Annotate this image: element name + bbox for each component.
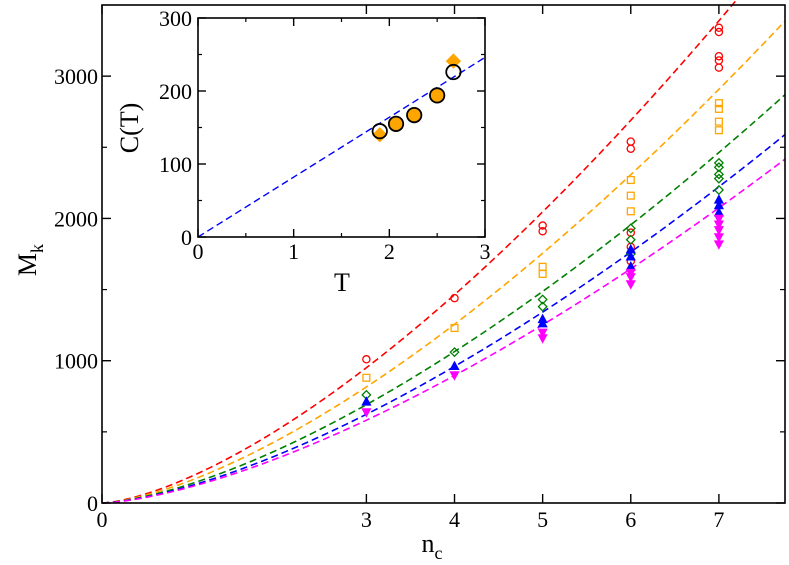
inset-fit-line [197,56,486,238]
x-axis-title-base: n [422,529,435,558]
fit-curve-red [101,0,738,504]
fit-curve-green [101,94,786,504]
data-point-green [625,223,636,234]
main-x-axis-title: nc [422,529,443,563]
y-tick-label: 1000 [54,349,98,374]
main-fit-curves [101,0,786,504]
main-data-points [361,23,725,418]
data-point-orange [362,373,371,382]
data-point-orange [714,99,723,108]
inset-y-tick-label: 0 [181,225,192,250]
data-point-orange [538,262,547,271]
data-point-magenta [537,328,548,339]
inset-open-point [387,115,405,132]
data-point-blue [625,251,636,261]
data-point-orange [714,117,723,126]
inset-filled-point [429,88,445,103]
data-point-red [538,221,547,230]
fit-curve-orange [101,20,786,504]
x-tick-label: 3 [361,507,372,532]
x-tick-label: 5 [537,507,548,532]
data-point-red [714,56,724,65]
x-tick-label: 4 [449,507,460,532]
data-point-green [713,173,725,184]
y-tick-label: 3000 [54,64,98,89]
y-tick-label: 2000 [54,206,98,231]
data-point-blue [713,199,724,210]
data-point-orange [714,126,723,135]
data-point-red [714,51,724,61]
data-point-red [714,63,724,72]
data-point-red [538,226,547,236]
data-point-green [449,347,460,358]
data-point-green [537,301,548,312]
inset-x-axis-title: T [334,268,350,297]
x-tick-label: 0 [97,507,108,532]
inset-filled-point [407,107,422,123]
data-point-magenta [713,214,724,225]
data-point-orange [626,175,635,185]
inset-open-point [445,63,462,81]
inset-open-point [371,123,388,140]
data-point-magenta [625,268,636,279]
x-axis-title-sub: c [435,543,443,563]
data-point-red [714,27,724,37]
data-point-blue [537,313,548,324]
data-point-orange [626,191,635,200]
inset-x-tick-label: 2 [384,239,395,264]
inset-y-axis-title: C(T) [115,103,144,154]
inset-diamond-point [445,53,462,69]
data-point-red [362,355,371,364]
data-point-blue [361,396,372,406]
data-point-red [626,137,636,146]
x-tick-label: 6 [625,507,636,532]
data-point-magenta [449,371,460,381]
inset-data [197,53,486,238]
data-point-green [537,294,548,305]
data-point-blue [449,360,460,371]
data-point-red [714,23,724,33]
inset-x-tick-label: 0 [193,239,204,264]
inset-y-tick-label: 200 [159,79,192,104]
y-axis-title-sub: k [27,244,47,253]
y-axis-title-base: M [13,253,42,276]
data-point-orange [714,104,723,113]
data-point-green [713,162,725,173]
data-point-blue [713,194,724,204]
x-tick-label: 7 [713,507,724,532]
data-point-green [713,157,725,169]
y-tick-label: 0 [87,491,98,516]
inset-filled-point [388,116,404,132]
inset-y-tick-label: 300 [159,6,192,31]
data-point-orange [626,207,635,216]
inset-plot: 0 1 2 3 0 100 200 300 T C(T) [115,6,491,297]
fit-curve-blue [101,133,786,504]
inset-x-tick-label: 3 [480,239,491,264]
inset-open-point [429,87,446,104]
data-point-green [713,169,725,180]
main-plot-frame [101,4,786,504]
inset-background [198,18,485,237]
inset-open-point [406,106,423,124]
data-point-magenta [361,408,372,418]
data-point-orange [538,269,547,278]
fit-curve-magenta [101,158,786,504]
inset-y-tick-label: 100 [159,152,192,177]
data-point-red [450,293,459,303]
main-y-axis-title: Mk [13,244,47,276]
data-point-red [626,144,636,153]
data-point-orange [450,323,459,333]
inset-x-tick-label: 1 [288,239,299,264]
data-point-blue [625,243,636,254]
inset-axis-ticks: 0 1 2 3 0 100 200 300 [159,6,491,264]
